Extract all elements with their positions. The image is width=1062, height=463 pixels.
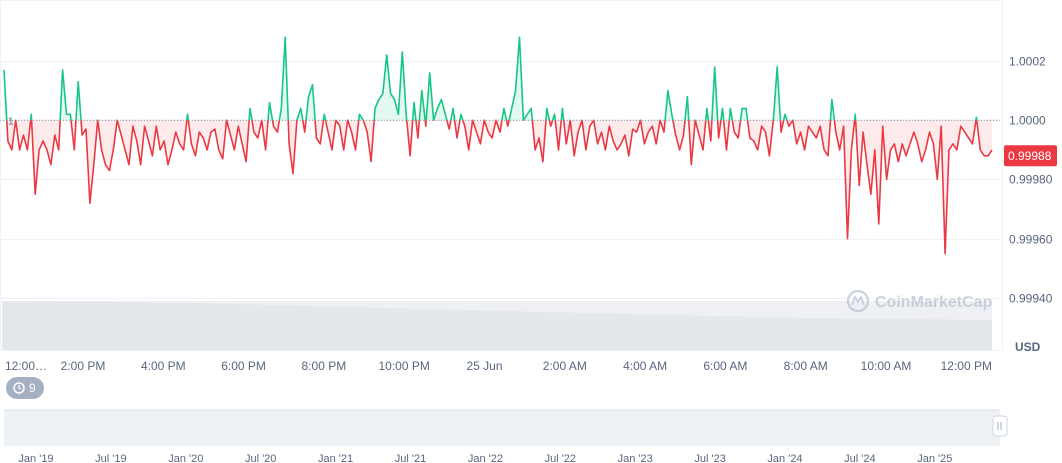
- x-tick-label: 12:00…: [5, 359, 47, 373]
- plot-frame: [0, 0, 1003, 351]
- history-icon: [13, 382, 25, 394]
- x-tick-label: 12:00 PM: [941, 359, 992, 373]
- x-tick-label: 10:00 AM: [861, 359, 912, 373]
- navigator-ticks: Jan '19 Jul '19 Jan '20 Jul '20 Jan '21 Jul '…: [18, 453, 952, 463]
- navigator-handle-body[interactable]: [992, 415, 1008, 437]
- x-tick-label: 10:00 PM: [379, 359, 430, 373]
- range-badge-count: 9: [29, 381, 36, 395]
- range-badge-bg[interactable]: [6, 377, 44, 399]
- navigator-tick-label: Jan '25: [917, 453, 952, 463]
- y-tick-label: 1.0000: [1009, 114, 1046, 128]
- baseline-label: 1: [8, 116, 14, 127]
- x-tick-label: 2:00 PM: [61, 359, 106, 373]
- navigator-tick-label: Jan '21: [318, 453, 353, 463]
- x-axis-ticks: 12:00… 2:00 PM 4:00 PM 6:00 PM 8:00 PM 10:00 …: [5, 359, 992, 373]
- navigator-tick-label: Jan '22: [468, 453, 503, 463]
- x-tick-label: 8:00 PM: [302, 359, 347, 373]
- coinmarketcap-watermark: CoinMarketCap: [846, 289, 993, 313]
- navigator-tick-label: Jul '24: [844, 453, 875, 463]
- volume-band-top: [2, 301, 992, 350]
- coinmarketcap-logo-mark: [851, 294, 865, 306]
- currency-label: USD: [1015, 340, 1041, 354]
- navigator-tick-label: Jul '22: [545, 453, 576, 463]
- navigator-tick-label: Jul '21: [395, 453, 426, 463]
- navigator-tick-label: Jul '19: [95, 453, 126, 463]
- range-badge[interactable]: 9: [6, 377, 44, 399]
- current-price-badge: [1004, 145, 1057, 167]
- x-tick-label: 4:00 PM: [141, 359, 186, 373]
- navigator-track[interactable]: [4, 410, 1000, 446]
- current-price-label: 0.99988: [1008, 149, 1052, 163]
- price-line-below: [5, 120, 993, 255]
- current-price-tag: 0.99988: [1004, 145, 1057, 167]
- x-tick-label: 2:00 AM: [543, 359, 587, 373]
- x-tick-label: 8:00 AM: [784, 359, 828, 373]
- x-tick-label: 6:00 PM: [221, 359, 266, 373]
- navigator-tick-label: Jan '24: [767, 453, 802, 463]
- y-axis-ticks: 1.0002 1.0000 0.99980 0.99960 0.99940: [1009, 55, 1053, 306]
- x-tick-label: 4:00 AM: [623, 359, 667, 373]
- navigator-tick-label: Jul '20: [245, 453, 276, 463]
- navigator-tick-label: Jan '23: [618, 453, 653, 463]
- coinmarketcap-logo-icon: [846, 289, 870, 313]
- watermark-text: CoinMarketCap: [875, 294, 993, 311]
- navigator-tick-label: Jul '23: [694, 453, 725, 463]
- history-icon-hand: [18, 385, 22, 390]
- y-tick-label: 0.99960: [1009, 233, 1053, 247]
- x-tick-label: 6:00 AM: [703, 359, 747, 373]
- x-tick-label: 25 Jun: [466, 359, 502, 373]
- navigator-handle[interactable]: [992, 415, 1008, 437]
- navigator-tick-label: Jan '19: [18, 453, 53, 463]
- y-tick-label: 0.99980: [1009, 173, 1053, 187]
- area-below-baseline: [6, 120, 992, 254]
- y-tick-label: 0.99940: [1009, 292, 1053, 306]
- navigator-tick-label: Jan '20: [168, 453, 203, 463]
- y-tick-label: 1.0002: [1009, 55, 1046, 69]
